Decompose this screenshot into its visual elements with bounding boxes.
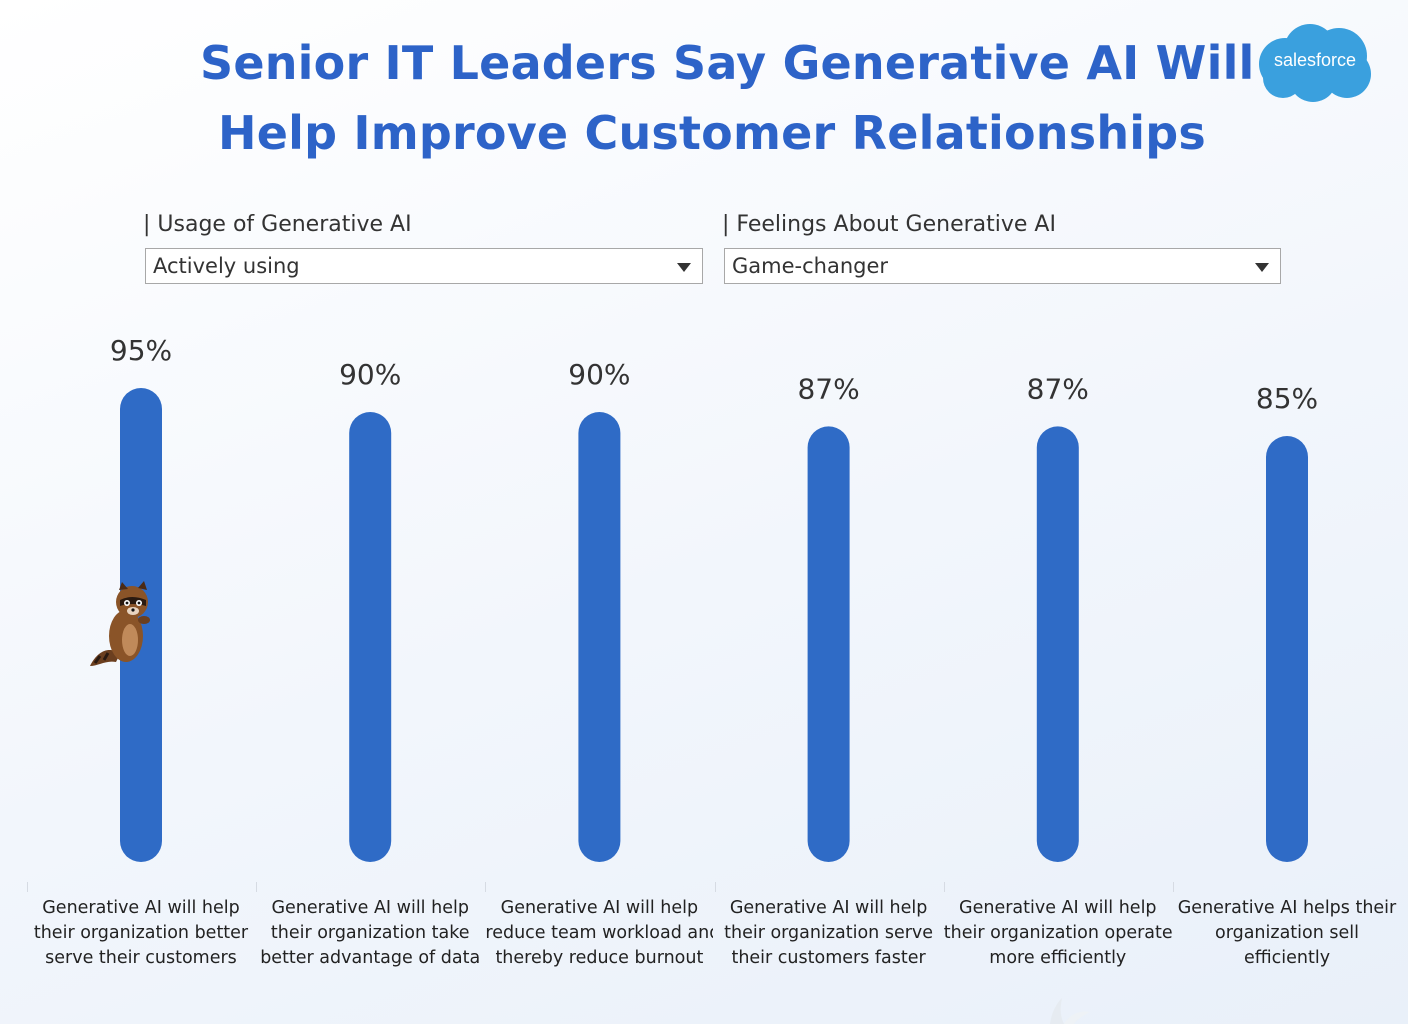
category-label-line: reduce team workload and <box>485 923 714 943</box>
category-label: Generative AI will help their organizatio… <box>944 896 1172 971</box>
category-label-line: their customers faster <box>731 948 926 968</box>
logo-cloud <box>1259 24 1371 102</box>
category-label-line: Generative AI will help <box>42 898 240 918</box>
category-label: Generative AI will help their organizatio… <box>715 896 943 971</box>
category-divider <box>714 882 716 892</box>
raccoon-mascot-icon <box>90 581 150 666</box>
usage-dropdown[interactable]: Actively using <box>145 248 703 284</box>
category-label-line: their organization take <box>270 923 470 943</box>
category-divider <box>1173 882 1174 892</box>
title-line-2: Help Improve Customer Relationships <box>218 106 1206 160</box>
category-label-line: more efficiently <box>989 948 1127 968</box>
category-label: Generative AI helps their organization se… <box>1173 896 1401 971</box>
data-label: 90% <box>339 358 401 391</box>
category-divider <box>485 882 487 892</box>
usage-filter-label: | Usage of Generative AI <box>143 212 412 237</box>
feelings-dropdown[interactable]: Game-changer <box>724 248 1281 284</box>
data-label: 87% <box>797 372 859 405</box>
data-label: 87% <box>1027 372 1089 405</box>
chevron-down-icon <box>1255 263 1269 272</box>
category-label-line: thereby reduce burnout <box>495 948 704 968</box>
category-label: Generative AI will help their organizatio… <box>27 896 255 971</box>
page-title: Senior IT Leaders Say Generative AI Will… <box>200 28 1255 168</box>
category-divider <box>27 882 28 892</box>
category-label-line: their organization serve <box>724 923 934 943</box>
data-label: 90% <box>568 358 630 391</box>
bar[interactable] <box>1036 426 1079 862</box>
salesforce-logo: salesforce <box>1259 24 1371 102</box>
feelings-dropdown-value: Game-changer <box>732 254 889 278</box>
bar[interactable] <box>807 426 850 862</box>
data-label: 85% <box>1256 382 1318 415</box>
category-label-line: their organization operate <box>943 923 1172 943</box>
decorative-leaf-icon <box>1050 998 1090 1024</box>
category-label-line: Generative AI will help <box>271 898 469 918</box>
category-label-line: their organization better <box>33 923 249 943</box>
category-divider <box>943 882 945 892</box>
category-label: Generative AI will help reduce team workl… <box>485 896 713 971</box>
usage-dropdown-value: Actively using <box>153 254 300 278</box>
bar[interactable] <box>349 412 392 862</box>
category-label-line: Generative AI will help <box>959 898 1157 918</box>
category-label-line: Generative AI helps their <box>1177 898 1397 918</box>
bar[interactable] <box>578 412 621 862</box>
category-label: Generative AI will help their organizatio… <box>256 896 484 971</box>
category-label-line: organization sell <box>1215 923 1359 943</box>
category-label-line: Generative AI will help <box>500 898 699 918</box>
bar[interactable] <box>1266 436 1308 862</box>
category-divider <box>256 882 258 892</box>
category-label-line: serve their customers <box>45 948 237 968</box>
chevron-down-icon <box>677 263 691 272</box>
feelings-filter-label: | Feelings About Generative AI <box>722 212 1056 237</box>
logo-text: salesforce <box>1274 50 1356 70</box>
title-line-1: Senior IT Leaders Say Generative AI Will <box>200 36 1255 90</box>
category-label-line: better advantage of data <box>260 948 481 968</box>
data-label: 95% <box>110 334 172 367</box>
category-label-line: Generative AI will help <box>729 898 928 918</box>
category-label-line: efficiently <box>1243 948 1331 968</box>
